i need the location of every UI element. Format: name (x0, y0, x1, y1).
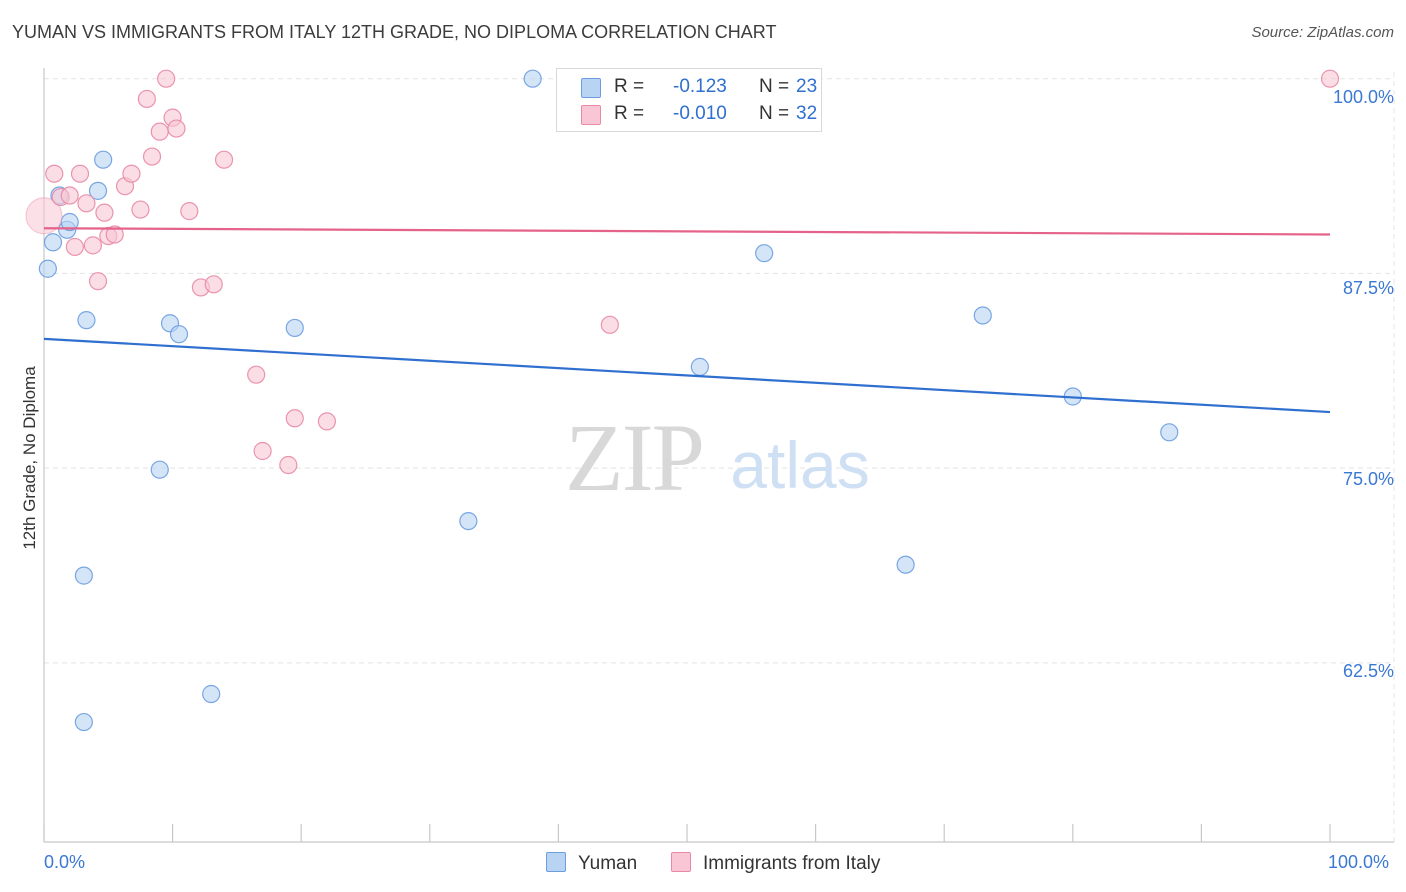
italy-point-25 (247, 365, 266, 384)
yuman-point-18 (755, 244, 774, 263)
italy-point-13 (122, 164, 141, 183)
yuman-point-4 (60, 212, 79, 232)
bottom-legend-italy: Immigrants from Italy (671, 852, 880, 875)
italy-point-20 (167, 119, 186, 138)
yuman-point-13 (202, 684, 221, 704)
n-label: N = (759, 76, 790, 97)
italy-point-3 (60, 186, 79, 205)
italy-legend-swatch (671, 852, 691, 872)
x-tick-label-0: 0.0% (44, 852, 86, 872)
y-tick-label-100: 100.0% (1332, 87, 1394, 107)
yuman-n-value: 23 (796, 76, 818, 97)
yuman-point-15 (459, 511, 478, 531)
yuman-point-5 (74, 712, 93, 732)
source-label: Source: ZipAtlas.com (1251, 24, 1394, 41)
yuman-point-10 (150, 460, 169, 479)
yuman-legend-label: Yuman (578, 853, 638, 874)
yuman-point-9 (94, 150, 113, 169)
yuman-legend-swatch (546, 852, 566, 872)
yuman-r-value: -0.123 (673, 76, 727, 97)
grid-lines (44, 72, 1395, 842)
italy-point-21 (180, 202, 199, 221)
italy-n-value: 32 (796, 103, 818, 124)
italy-point-6 (77, 194, 96, 213)
trend-lines (43, 227, 1331, 414)
italy-legend-label: Immigrants from Italy (703, 853, 881, 874)
italy-r-value: -0.010 (673, 103, 727, 124)
yuman-point-16 (523, 69, 542, 88)
r-label: R = (614, 103, 645, 124)
stats-legend: R = -0.123 N = 23 R = -0.010 N = 32 (556, 68, 822, 132)
italy-point-29 (317, 412, 337, 431)
n-label: N = (759, 103, 790, 124)
italy-point-18 (157, 69, 176, 88)
italy-point-8 (88, 272, 108, 291)
y-tick-label-75: 75.0% (1342, 469, 1394, 489)
italy-point-11 (105, 225, 124, 244)
yuman-point-22 (1160, 423, 1179, 442)
italy-point-1 (45, 164, 64, 183)
yuman-point-7 (77, 311, 96, 330)
italy-point-4 (65, 237, 84, 257)
r-label: R = (614, 76, 645, 97)
yuman-trend-line (43, 337, 1331, 414)
chart-title: YUMAN VS IMMIGRANTS FROM ITALY 12TH GRAD… (12, 22, 777, 42)
italy-point-15 (137, 89, 156, 109)
yuman-point-17 (690, 357, 709, 376)
axes (43, 68, 1394, 843)
y-tick-label-87-5: 87.5% (1342, 278, 1394, 298)
yuman-point-12 (169, 325, 189, 344)
italy-point-0 (25, 197, 63, 235)
watermark-atlas: atlas (730, 428, 869, 502)
yuman-point-0 (38, 259, 57, 278)
yuman-point-6 (74, 566, 93, 585)
italy-swatch (581, 105, 601, 125)
italy-point-26 (253, 441, 272, 461)
italy-point-30 (600, 315, 619, 334)
y-tick-label-62-5: 62.5% (1342, 661, 1394, 681)
bottom-legend-yuman: Yuman (546, 852, 637, 875)
italy-point-17 (150, 122, 169, 141)
italy-point-23 (204, 275, 223, 294)
yuman-point-19 (896, 555, 915, 574)
italy-point-24 (214, 150, 234, 169)
italy-trend-line (43, 227, 1331, 236)
data-points (25, 69, 1340, 732)
watermark: ZIP atlas (565, 404, 870, 511)
yuman-point-14 (285, 318, 304, 338)
y-axis-label: 12th Grade, No Diploma (20, 366, 39, 550)
yuman-point-8 (88, 181, 108, 200)
italy-point-27 (279, 455, 298, 475)
italy-point-14 (131, 200, 150, 219)
italy-point-5 (70, 164, 90, 183)
yuman-point-20 (973, 306, 992, 325)
yuman-swatch (581, 78, 601, 98)
x-tick-label-100: 100.0% (1328, 852, 1390, 872)
yuman-point-1 (43, 233, 63, 252)
watermark-zip: ZIP (565, 404, 703, 511)
italy-point-9 (95, 203, 114, 222)
italy-point-28 (285, 409, 304, 428)
italy-point-16 (142, 147, 162, 166)
italy-point-7 (83, 236, 102, 255)
italy-point-31 (1320, 69, 1340, 88)
